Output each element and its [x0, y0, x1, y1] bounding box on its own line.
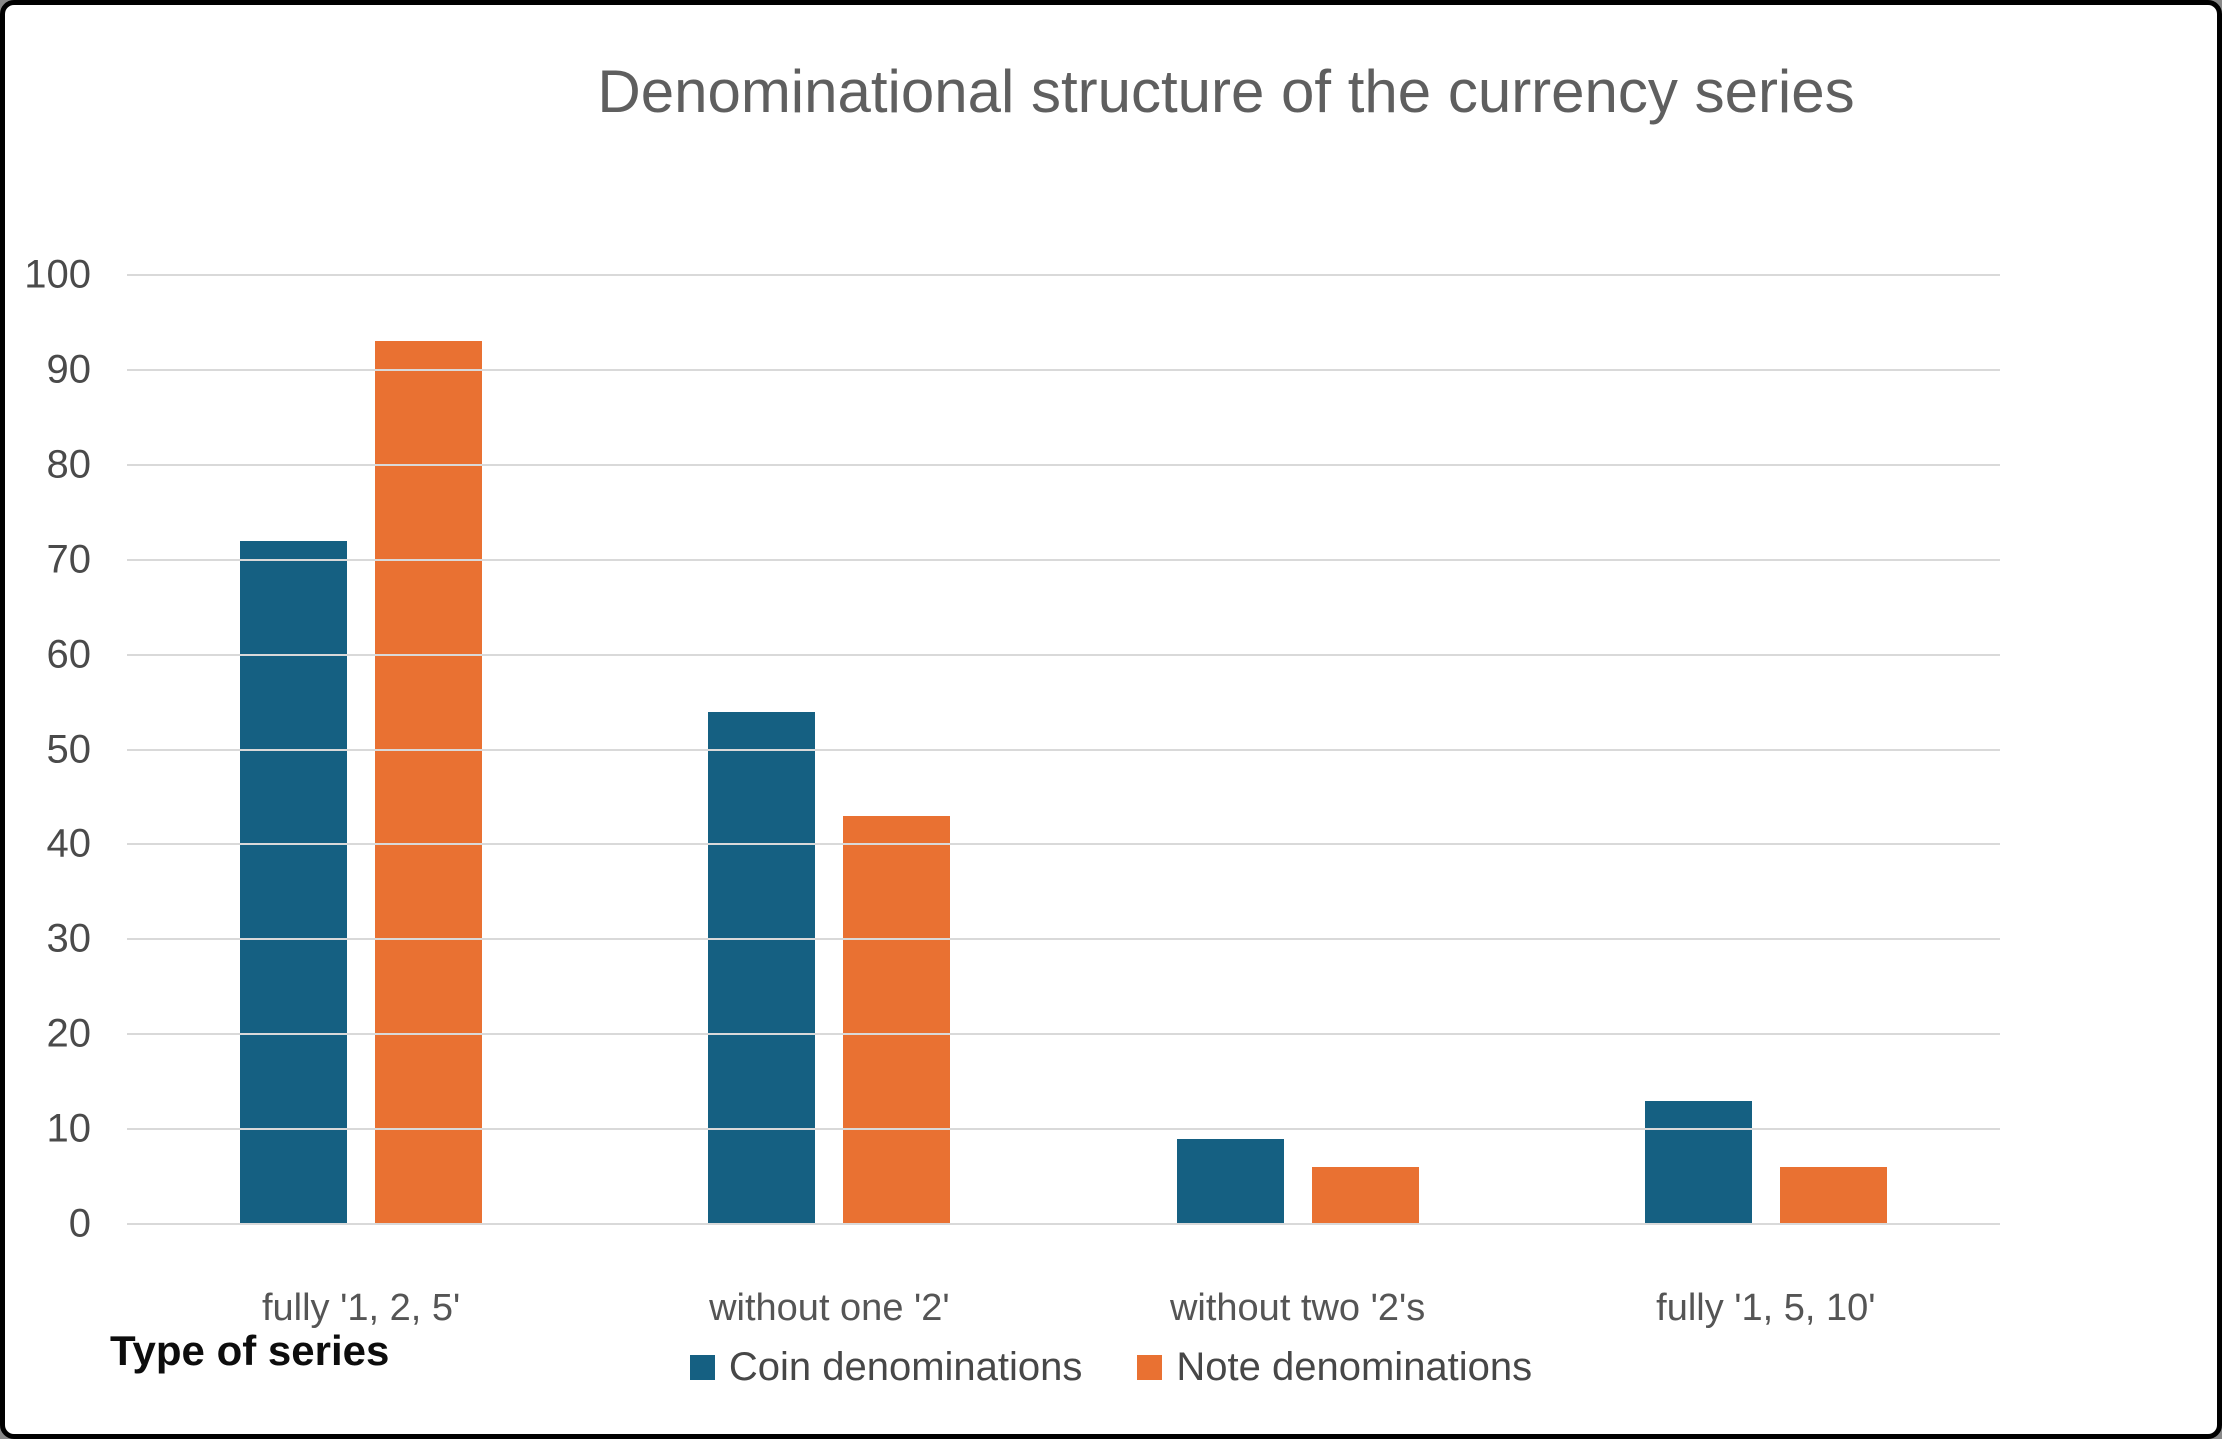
legend: Coin denominations Note denominations [5, 1345, 2217, 1390]
x-category-label: without one '2' [709, 1287, 950, 1329]
y-tick-label: 20 [46, 1011, 92, 1056]
legend-item: Note denominations [1137, 1345, 1532, 1390]
gridline [127, 1033, 2000, 1036]
x-category-label: without two '2's [1169, 1287, 1426, 1329]
bar-coin-denominations [240, 540, 348, 1224]
legend-swatch-icon [1137, 1355, 1163, 1380]
y-tick-label: 10 [46, 1106, 92, 1151]
x-axis-labels: fully '1, 2, 5' without one '2' without tw… [127, 1287, 2000, 1330]
y-tick-label: 30 [46, 916, 92, 961]
bar-coin-denominations [1644, 1100, 1752, 1224]
bar-note-denominations [1779, 1167, 1887, 1224]
y-tick-label: 70 [46, 537, 92, 582]
bar-note-denominations [843, 815, 951, 1224]
gridline [127, 1223, 2000, 1225]
x-axis-title: Type of series [110, 1327, 390, 1374]
gridline [127, 558, 2000, 561]
y-tick-label: 0 [68, 1201, 91, 1246]
y-tick-label: 40 [46, 821, 92, 866]
y-tick-label: 80 [46, 442, 92, 487]
y-tick-label: 50 [46, 727, 92, 771]
legend-label: Note denominations [1176, 1345, 1533, 1389]
bar-group [1532, 275, 2000, 1224]
gridline [127, 843, 2000, 846]
y-tick-label: 90 [46, 347, 92, 392]
legend-label: Coin denominations [728, 1345, 1083, 1389]
legend-item: Coin denominations [689, 1345, 1083, 1390]
bar-note-denominations [1311, 1167, 1419, 1224]
bar-group [595, 275, 1063, 1224]
gridline [127, 463, 2000, 466]
gridline [127, 1128, 2000, 1131]
bar-coin-denominations [1176, 1138, 1284, 1224]
y-axis: 0 10 20 30 40 50 60 70 80 90 100 [5, 253, 97, 1246]
bar-note-denominations [375, 341, 483, 1224]
bar-group [1064, 275, 1532, 1224]
gridline [127, 274, 2000, 276]
legend-swatch-icon [689, 1355, 715, 1380]
y-tick-label: 60 [46, 632, 92, 677]
chart-title: Denominational structure of the currency… [597, 58, 1855, 125]
y-tick-label: 100 [24, 252, 91, 297]
gridline [127, 938, 2000, 941]
plot-area [127, 274, 2000, 1225]
gridline [127, 653, 2000, 656]
x-category-label: fully '1, 2, 5' [261, 1287, 461, 1329]
gridline [127, 748, 2000, 751]
bar-coin-denominations [708, 711, 816, 1224]
gridline [127, 368, 2000, 371]
x-category-label: fully '1, 5, 10' [1656, 1287, 1876, 1329]
